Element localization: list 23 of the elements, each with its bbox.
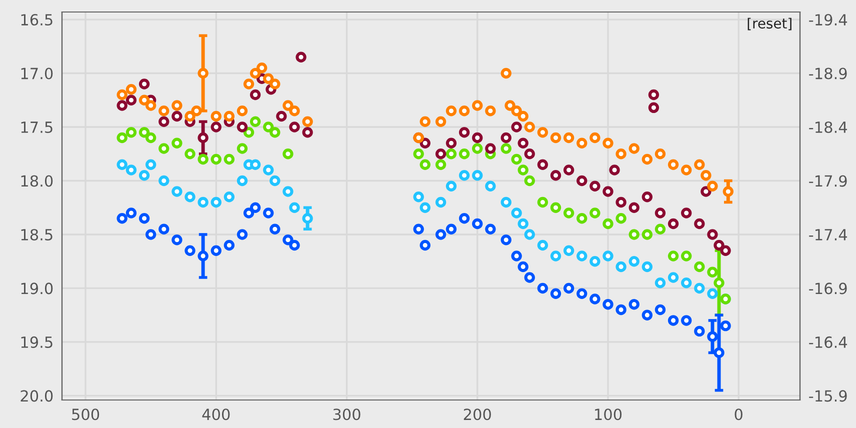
annotation: [reset] xyxy=(748,18,792,30)
x-tick-label: 500 xyxy=(72,408,100,420)
x-tick-label: 0 xyxy=(734,408,742,420)
x-tick-label: 300 xyxy=(333,408,360,420)
y-tick-label: 17.5 xyxy=(21,122,52,134)
x-tick-label: 400 xyxy=(202,408,230,420)
x-tick-label: 100 xyxy=(595,408,622,420)
y-tick-label: 18.5 xyxy=(21,228,52,241)
y2-tick-label: -15.9 xyxy=(809,390,847,402)
y2-tick-label: -16.9 xyxy=(809,282,847,294)
y2-tick-label: -17.9 xyxy=(809,175,847,187)
y2-tick-label: -18.9 xyxy=(809,68,847,80)
y-tick-label: 18.0 xyxy=(21,175,53,187)
y2-tick-label: -17.4 xyxy=(809,229,848,240)
y-tick-label: 16.5 xyxy=(21,14,52,26)
y-tick-label: 19.5 xyxy=(21,336,52,348)
x-tick-label: 200 xyxy=(464,408,491,420)
y2-tick-label: -18.4 xyxy=(809,121,848,134)
y-tick-label: 17.0 xyxy=(21,68,53,80)
y2-tick-label: -19.4 xyxy=(809,14,848,26)
y2-tick-label: -16.4 xyxy=(809,336,848,348)
y-tick-label: 20.0 xyxy=(20,390,53,402)
y-tick-label: 19.0 xyxy=(21,282,53,294)
